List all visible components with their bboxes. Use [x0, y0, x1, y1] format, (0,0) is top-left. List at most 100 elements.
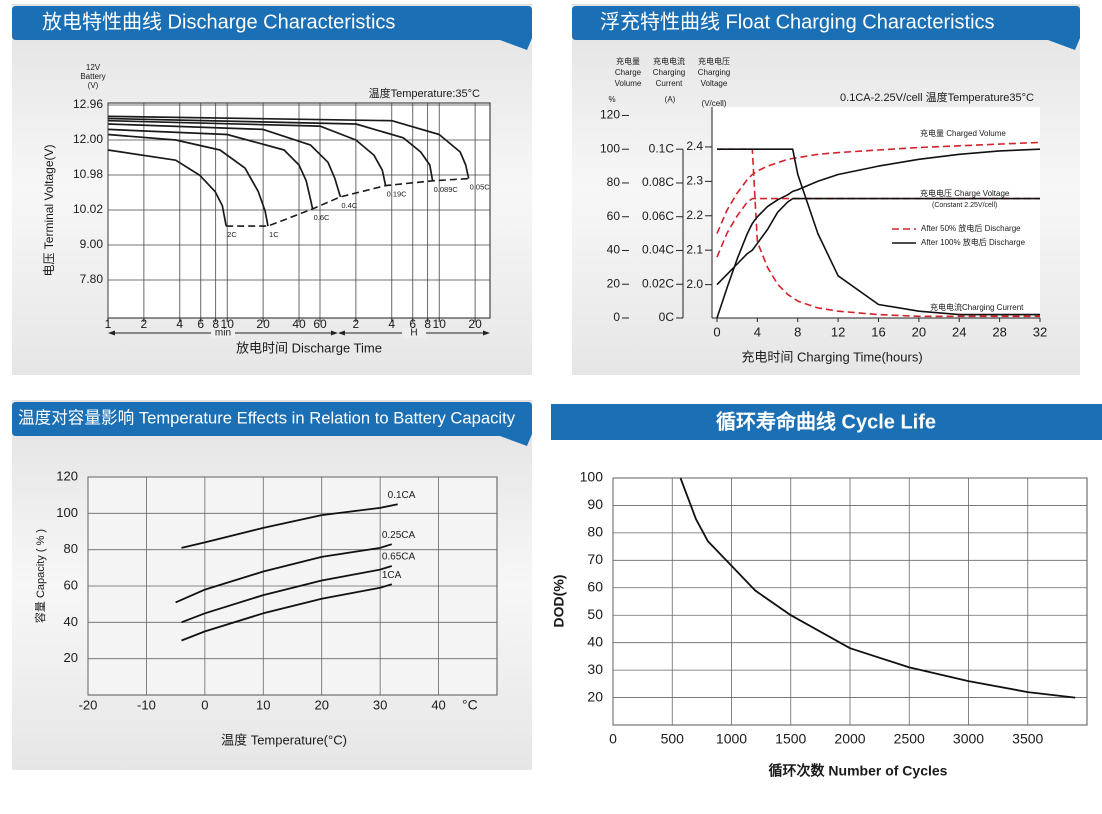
y-tick-label: 40 — [587, 633, 603, 649]
chart-title: 浮充特性曲线 Float Charging Characteristics — [600, 10, 995, 33]
axis-unit: % — [608, 95, 615, 104]
curve-label: 充电电压 Charge Voltage — [920, 188, 1010, 198]
y-tick-label: 0.08C — [642, 175, 674, 189]
axis-header: Charging — [653, 68, 685, 77]
x-tick-label: 12 — [831, 324, 845, 339]
x-tick-label: 20 — [256, 317, 270, 331]
x-tick-label: 8 — [212, 317, 219, 331]
y-tick-label: 10.02 — [73, 202, 103, 216]
curve-label: 0.089C — [434, 185, 459, 194]
chart-title: 温度对容量影响 Temperature Effects in Relation … — [18, 408, 515, 427]
y-tick-label: 120 — [600, 108, 620, 122]
curve-label: 0.4C — [341, 201, 357, 210]
curve — [679, 477, 1076, 699]
x-axis-title: 循环次数 Number of Cycles — [769, 763, 948, 779]
y-tick-label: 2.4 — [686, 139, 703, 153]
plot-area — [712, 107, 1040, 318]
x-tick-label: 40 — [292, 317, 306, 331]
x-tick-label: 32 — [1033, 324, 1047, 339]
y-tick-label: 0.04C — [642, 243, 674, 257]
y-tick-label: 80 — [587, 524, 603, 540]
curve — [107, 115, 470, 179]
axis-unit: (V/cell) — [702, 99, 727, 108]
y-tick-label: 2.0 — [686, 277, 703, 291]
y-tick-label: 70 — [587, 551, 603, 567]
x-tick-label: 20 — [314, 697, 328, 712]
x-tick-label: 1500 — [775, 731, 806, 747]
y-tick-label: 20 — [587, 688, 603, 704]
y-tick-label: 12.96 — [73, 97, 103, 111]
y-tick-label: 30 — [587, 661, 603, 677]
x-tick-label: 4 — [388, 317, 395, 331]
y-tick-label: 2.2 — [686, 208, 703, 222]
y-tick-label: 2.3 — [686, 174, 703, 188]
y-tick-label: 7.80 — [80, 272, 104, 286]
y-tick-label: 90 — [587, 496, 603, 512]
legend-label: After 50% 放电后 Discharge — [921, 223, 1021, 233]
unit-label-bg — [401, 328, 426, 338]
x-tick-label: 8 — [424, 317, 431, 331]
x-tick-label: 10 — [433, 317, 447, 331]
x-tick-label: 2500 — [894, 731, 925, 747]
x-tick-label: 40 — [431, 697, 445, 712]
y-tick-label: 10.98 — [73, 167, 103, 181]
curve — [107, 119, 387, 186]
y-tick-label: 100 — [600, 141, 620, 155]
y-tick-label: 80 — [64, 541, 78, 556]
axis-header: 充电电压 — [698, 56, 730, 66]
curve-label: 1CA — [382, 570, 402, 581]
y-tick-label: 60 — [607, 209, 621, 223]
volume-curve — [716, 148, 1041, 319]
y-tick-label: 60 — [64, 577, 78, 592]
y-tick-label: 60 — [587, 578, 603, 594]
axis-header: 充电量 — [616, 56, 640, 66]
voltage-curve — [716, 197, 1040, 286]
x-tick-label: 500 — [661, 731, 685, 747]
axis-header: Current — [656, 79, 683, 88]
curve-label: 0.1CA — [388, 490, 416, 501]
curve-label: (Constant 2.25V/cell) — [932, 202, 997, 209]
y-tick-label: 0.1C — [649, 141, 675, 155]
curve — [107, 149, 228, 227]
x-tick-label: 30 — [373, 697, 387, 712]
chart-title: 放电特性曲线 Discharge Characteristics — [42, 10, 395, 33]
y-tick-label: 0 — [613, 310, 620, 324]
x-tick-label: 10 — [221, 317, 235, 331]
axis-unit: (A) — [665, 95, 676, 104]
x-tick-label: 6 — [409, 317, 416, 331]
curve — [175, 543, 393, 604]
curve-label: 充电电流Charging Current — [930, 302, 1024, 312]
x-tick-label: 2 — [141, 317, 148, 331]
current-curve — [717, 148, 1040, 316]
curve-label: 0.19C — [387, 190, 408, 199]
x-tick-label: 20 — [468, 317, 482, 331]
y-tick-label: 80 — [607, 175, 621, 189]
curve — [107, 133, 269, 227]
axis-header: Voltage — [701, 79, 728, 88]
curve-label: 0.6C — [314, 213, 330, 222]
axis-header: Charging — [698, 68, 730, 77]
x-tick-label: 0 — [201, 697, 208, 712]
y-axis-title: DOD(%) — [551, 575, 567, 628]
chart-title: 循环寿命曲线 Cycle Life — [716, 409, 936, 433]
y-axis-header: (V) — [88, 81, 99, 90]
x-tick-label: 2 — [353, 317, 360, 331]
x-unit-label: min — [215, 328, 231, 339]
y-tick-label: 20 — [607, 276, 621, 290]
x-tick-label: 6 — [197, 317, 204, 331]
curve-label: 2C — [227, 230, 237, 239]
x-tick-label: 2000 — [834, 731, 865, 747]
curve — [107, 128, 314, 210]
curve — [181, 503, 398, 549]
legend-label: After 100% 放电后 Discharge — [921, 237, 1026, 247]
x-axis-title: 温度 Temperature(°C) — [221, 732, 347, 747]
axis-header: 充电电流 — [653, 56, 685, 66]
banner — [12, 6, 532, 50]
y-tick-label: 12.00 — [73, 132, 103, 146]
y-axis-title: 电压 Terminal Voltage(V) — [42, 144, 56, 276]
y-tick-label: 100 — [580, 469, 604, 485]
x-tick-label: 24 — [952, 324, 966, 339]
banner — [572, 6, 1080, 50]
